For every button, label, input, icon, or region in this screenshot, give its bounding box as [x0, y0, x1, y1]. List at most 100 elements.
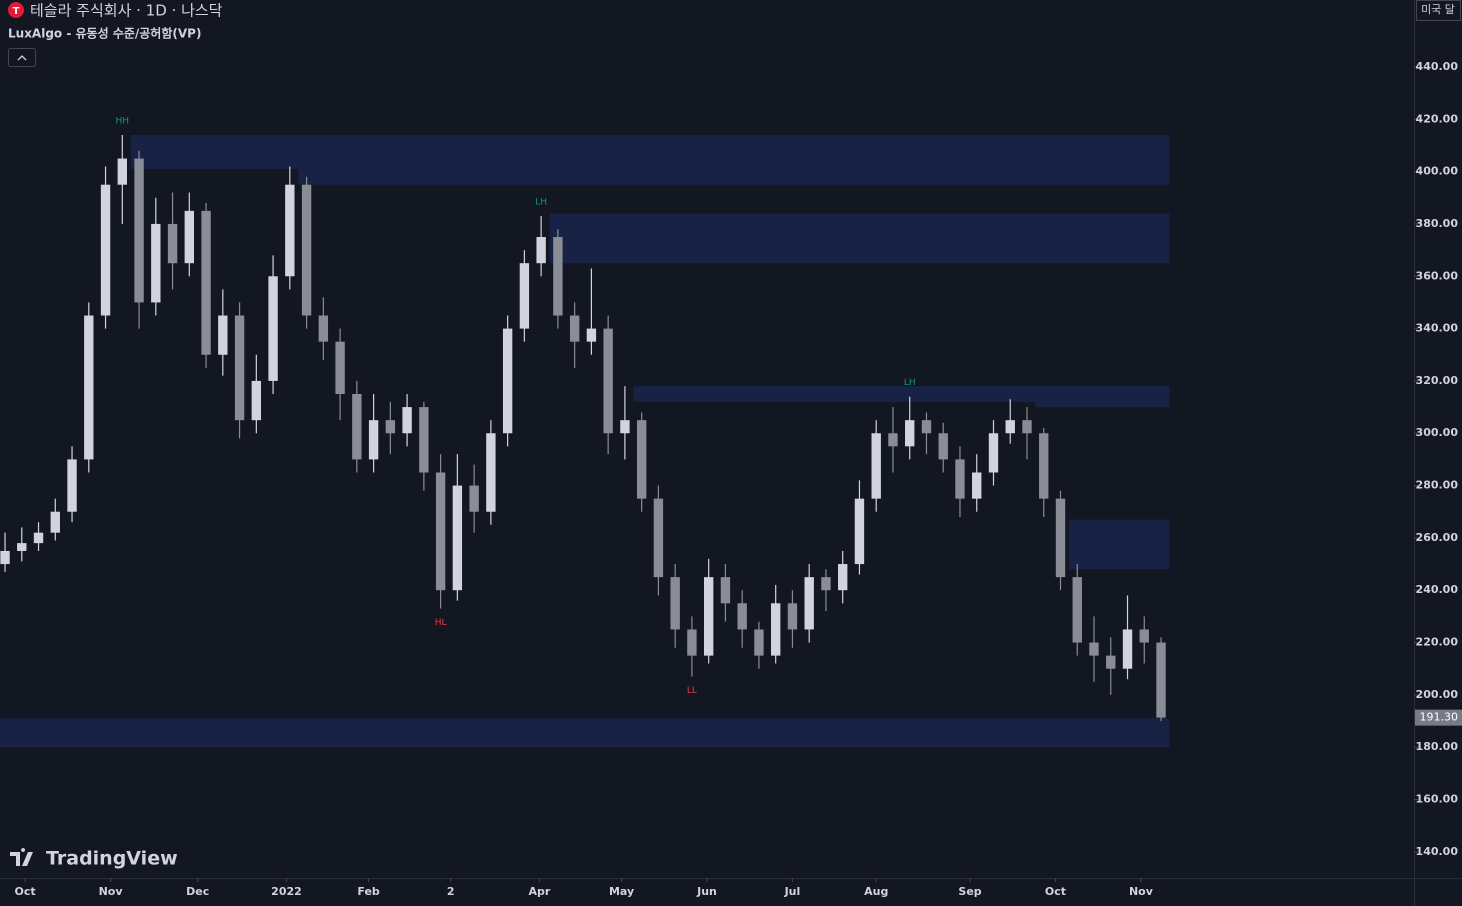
candle-body	[703, 577, 714, 656]
candle-body	[888, 433, 898, 447]
zones	[0, 134, 1170, 748]
x-tick-label: Feb	[357, 885, 380, 898]
y-tick-label: 280.00	[1416, 479, 1459, 492]
candle-body	[285, 184, 295, 277]
candle-body	[419, 407, 429, 473]
candle-body	[1072, 577, 1082, 643]
currency: 미국 달	[1421, 3, 1455, 16]
swing-label: HL	[435, 618, 447, 628]
candle-body	[854, 498, 865, 565]
candle-body	[1139, 629, 1149, 643]
candle-body	[452, 485, 463, 591]
candle-body	[988, 433, 999, 473]
candle-body	[1055, 498, 1066, 578]
candle-body	[486, 433, 496, 512]
x-tick-label: 2	[447, 885, 455, 898]
brand-icon	[10, 848, 33, 866]
candles: HH HL LH LL LH	[0, 116, 1166, 722]
candle-body	[502, 328, 513, 434]
swing-label: LH	[904, 378, 916, 388]
candle-body	[435, 472, 446, 591]
candle-body	[17, 543, 27, 551]
candle-body	[117, 158, 127, 185]
candle-body	[737, 603, 747, 630]
candle-body	[318, 315, 329, 342]
candle-body	[653, 498, 664, 578]
candle-body	[151, 223, 161, 303]
x-tick-label: Oct	[1045, 885, 1066, 898]
x-tick-label: Jun	[696, 885, 717, 898]
x-tick-label: 2022	[271, 885, 302, 898]
x-tick-label: Apr	[529, 885, 551, 898]
y-tick-label: 360.00	[1416, 269, 1459, 282]
candle-body	[84, 315, 94, 460]
x-tick-label: Sep	[958, 885, 981, 898]
candle-body	[519, 263, 530, 329]
axes: 140.00 160.00 180.00 200.00 220.00 240.00 260.…	[15, 60, 1462, 898]
candle-body	[33, 532, 44, 544]
candle-body	[553, 237, 563, 316]
x-tick-label: Nov	[99, 885, 124, 898]
liquidity-zone	[549, 213, 1170, 264]
candle-body	[251, 380, 262, 421]
candle-body	[636, 420, 647, 499]
candle-body	[1039, 433, 1049, 499]
candle-body	[569, 315, 580, 342]
candle-body	[821, 577, 831, 591]
candle-body	[201, 210, 211, 355]
candle-body	[218, 315, 228, 355]
liquidity-zone	[0, 718, 1170, 748]
y-tick-label: 220.00	[1416, 636, 1459, 649]
candle-body	[184, 210, 195, 264]
candle-body	[1022, 420, 1032, 434]
liquidity-zone	[1068, 519, 1170, 570]
y-tick-label: 340.00	[1416, 322, 1459, 335]
y-tick-label: 420.00	[1416, 112, 1459, 125]
candle-body	[603, 328, 613, 434]
swing-label: HH	[116, 116, 130, 126]
candle-body	[301, 184, 312, 316]
candle-body	[955, 459, 965, 499]
y-tick-label: 440.00	[1416, 60, 1459, 73]
candle-body	[402, 407, 412, 434]
y-tick-label: 200.00	[1416, 688, 1459, 701]
candle-body	[100, 184, 111, 316]
y-tick-label: 260.00	[1416, 531, 1459, 544]
candle-body	[720, 577, 731, 604]
candle-body	[0, 550, 10, 565]
candle-body	[1106, 655, 1116, 669]
candle-body	[670, 577, 680, 630]
y-tick-label: 140.00	[1416, 845, 1459, 858]
candle-body	[1005, 420, 1015, 434]
y-tick-label: 180.00	[1416, 740, 1459, 753]
y-tick-label: 160.00	[1416, 793, 1459, 806]
currency-box[interactable]	[1416, 0, 1461, 21]
x-tick-label: Dec	[186, 885, 209, 898]
candle-body	[921, 420, 932, 434]
candle-body	[754, 629, 764, 656]
y-tick-label: 380.00	[1416, 217, 1459, 230]
x-tick-label: May	[609, 885, 634, 898]
candle-body	[1122, 629, 1133, 669]
candle-body	[50, 511, 60, 533]
logo-letter: T	[13, 6, 20, 17]
brand-logo: TradingView	[10, 848, 178, 870]
x-tick-label: Oct	[15, 885, 36, 898]
x-tick-label: Nov	[1129, 885, 1154, 898]
indicator-name: LuxAlgo - 유동성 수준/공허함(VP)	[8, 26, 201, 41]
candle-body	[804, 577, 814, 630]
y-tick-label: 400.00	[1416, 165, 1459, 178]
candle-body	[687, 629, 697, 656]
candle-body	[838, 564, 848, 591]
candle-body	[134, 158, 144, 303]
y-tick-label: 320.00	[1416, 374, 1459, 387]
candle-body	[67, 459, 77, 512]
candle-body	[234, 315, 245, 421]
candle-body	[352, 394, 362, 460]
candle-body	[770, 603, 781, 656]
candle-body	[268, 276, 278, 381]
collapse-button[interactable]	[8, 48, 36, 67]
chart-title: 테슬라 주식회사 · 1D · 나스닥	[30, 2, 223, 20]
candle-body	[938, 433, 948, 460]
swing-label: LL	[687, 686, 697, 696]
